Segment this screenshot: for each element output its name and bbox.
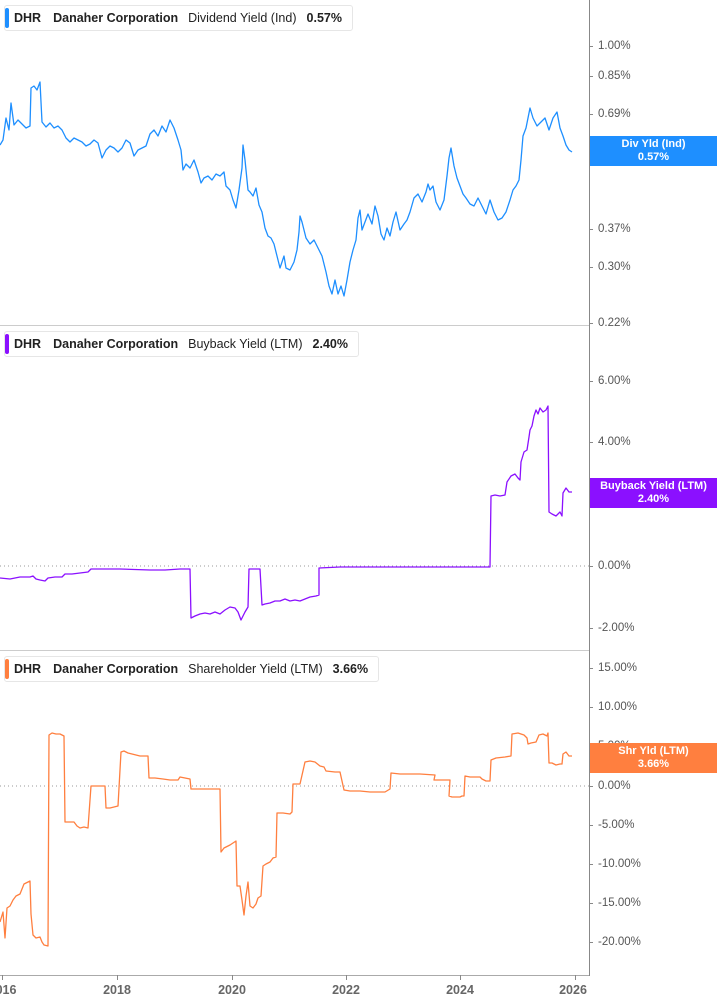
dividend-yield-badge: Div Yld (Ind) 0.57% (590, 136, 717, 166)
dividend-yield-line (0, 81, 573, 297)
tick-mark (589, 267, 593, 268)
y-tick-label: 0.69% (598, 108, 631, 120)
legend-ticker: DHR (14, 662, 42, 676)
dividend-yield-legend[interactable]: DHR Danaher Corporation Dividend Yield (… (4, 5, 353, 31)
y-tick-label: -5.00% (598, 819, 635, 831)
y-tick-label: 0.30% (598, 261, 631, 273)
y-tick-label: 0.85% (598, 70, 631, 82)
legend-metric: Dividend Yield (Ind) (188, 11, 297, 25)
legend-company: Danaher Corporation (53, 662, 179, 676)
legend-ticker: DHR (14, 11, 42, 25)
y-tick-label: 0.22% (598, 317, 631, 329)
tick-mark (589, 46, 593, 47)
badge-value: 3.66% (637, 758, 670, 770)
x-tick-label: 2020 (218, 983, 246, 997)
x-tick-label: 016 (0, 983, 17, 997)
x-tick-label: 2024 (446, 983, 474, 997)
tick-mark (589, 903, 593, 904)
shareholder-yield-line (0, 732, 572, 947)
x-tick-label: 2022 (332, 983, 360, 997)
legend-company: Danaher Corporation (53, 11, 179, 25)
y-tick-label: -10.00% (598, 858, 641, 870)
x-tick-mark (2, 975, 3, 980)
tick-mark (589, 628, 593, 629)
x-tick-label: 2026 (559, 983, 587, 997)
y-tick-label: 0.00% (598, 560, 631, 572)
x-tick-mark (460, 975, 461, 980)
shareholder-yield-badge: Shr Yld (LTM) 3.66% (590, 743, 717, 773)
badge-value: 2.40% (637, 493, 670, 505)
y-tick-label: 6.00% (598, 375, 631, 387)
badge-label: Buyback Yield (LTM) (600, 480, 707, 492)
x-tick-mark (575, 975, 576, 980)
badge-label: Shr Yld (LTM) (618, 745, 689, 757)
x-tick-mark (232, 975, 233, 980)
buyback-yield-line (0, 405, 572, 621)
tick-mark (589, 825, 593, 826)
x-tick-mark (346, 975, 347, 980)
tick-mark (589, 229, 593, 230)
tick-mark (589, 323, 593, 324)
legend-ticker: DHR (14, 337, 42, 351)
badge-value: 0.57% (637, 151, 670, 163)
tick-mark (589, 76, 593, 77)
series-color-marker (5, 659, 9, 679)
y-tick-label: 0.00% (598, 780, 631, 792)
tick-mark (589, 864, 593, 865)
y-tick-label: 15.00% (598, 662, 638, 674)
tick-mark (589, 114, 593, 115)
tick-mark (589, 786, 593, 787)
legend-value: 0.57% (306, 11, 342, 25)
buyback-yield-legend[interactable]: DHR Danaher Corporation Buyback Yield (L… (4, 331, 359, 357)
legend-company: Danaher Corporation (53, 337, 179, 351)
y-tick-label: 0.37% (598, 223, 631, 235)
legend-value: 2.40% (312, 337, 348, 351)
legend-metric: Shareholder Yield (LTM) (188, 662, 323, 676)
badge-label: Div Yld (Ind) (621, 138, 686, 150)
legend-value: 3.66% (332, 662, 369, 676)
y-tick-label: 10.00% (598, 701, 638, 713)
x-tick-label: 2018 (103, 983, 131, 997)
dividend-yield-panel: DHR Danaher Corporation Dividend Yield (… (0, 0, 717, 326)
series-color-marker (5, 8, 9, 28)
shareholder-yield-panel: DHR Danaher Corporation Shareholder Yiel… (0, 651, 717, 976)
tick-mark (589, 942, 593, 943)
buyback-yield-badge: Buyback Yield (LTM) 2.40% (590, 478, 717, 508)
tick-mark (589, 668, 593, 669)
tick-mark (589, 381, 593, 382)
y-tick-label: 4.00% (598, 436, 631, 448)
buyback-yield-panel: DHR Danaher Corporation Buyback Yield (L… (0, 326, 717, 651)
series-color-marker (5, 334, 9, 354)
shareholder-yield-legend[interactable]: DHR Danaher Corporation Shareholder Yiel… (4, 656, 380, 682)
x-tick-mark (117, 975, 118, 980)
y-tick-label: -15.00% (598, 897, 641, 909)
tick-mark (589, 566, 593, 567)
tick-mark (589, 707, 593, 708)
y-tick-label: 1.00% (598, 40, 631, 52)
legend-metric: Buyback Yield (LTM) (188, 337, 303, 351)
y-tick-label: -2.00% (598, 622, 635, 634)
tick-mark (589, 442, 593, 443)
y-tick-label: -20.00% (598, 936, 641, 948)
